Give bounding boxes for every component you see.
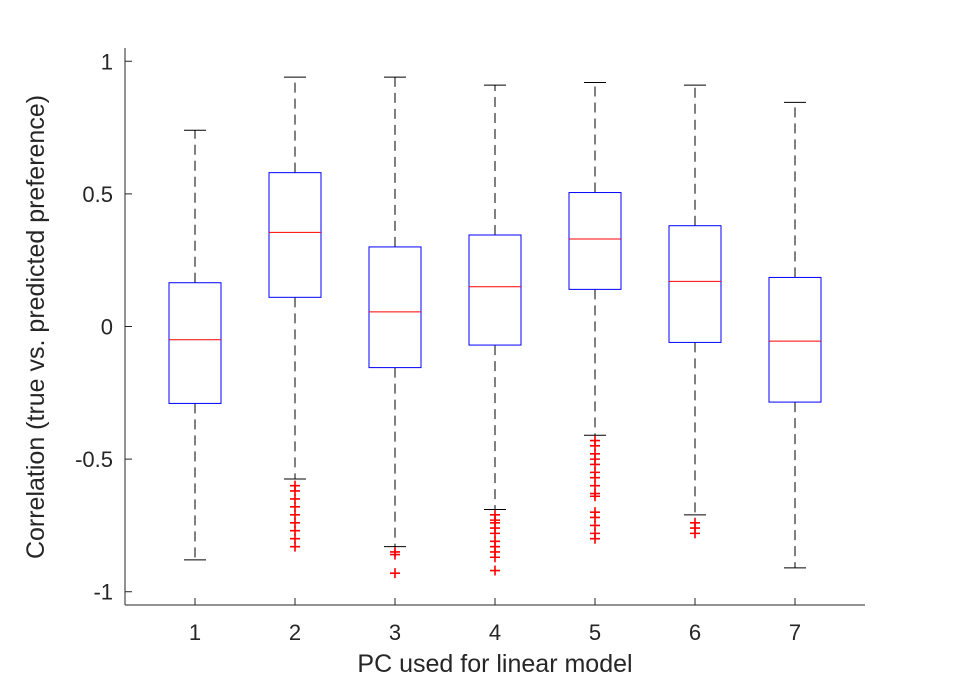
outlier-point <box>590 533 600 544</box>
iqr-box <box>468 234 522 346</box>
y-axis-label: Correlation (true vs. predicted preferen… <box>22 95 50 559</box>
x-tick-label: 1 <box>189 620 201 645</box>
x-tick-label: 5 <box>589 620 601 645</box>
box-group-1 <box>168 129 222 561</box>
outlier-point <box>390 568 400 579</box>
y-tick-label: 1 <box>101 49 113 74</box>
x-tick-label: 3 <box>389 620 401 645</box>
x-tick-label: 2 <box>289 620 301 645</box>
box-group-3 <box>368 76 422 579</box>
box-group-5 <box>568 81 622 544</box>
y-tick-label: -1 <box>93 580 113 605</box>
outlier-point <box>490 565 500 576</box>
outlier-point <box>590 491 600 502</box>
outlier-point <box>390 549 400 560</box>
iqr-box <box>568 192 622 290</box>
iqr-box <box>268 172 322 298</box>
y-tick-label: -0.5 <box>75 447 113 472</box>
x-tick-label: 4 <box>489 620 501 645</box>
y-tick-label: 0.5 <box>82 182 113 207</box>
iqr-box <box>368 246 422 369</box>
x-tick-label: 7 <box>789 620 801 645</box>
y-tick-label: 0 <box>101 315 113 340</box>
axes <box>124 48 865 606</box>
x-tick-label: 6 <box>689 620 701 645</box>
outlier-point <box>490 552 500 563</box>
iqr-box <box>168 282 222 404</box>
box-group-4 <box>468 84 522 576</box>
box-group-7 <box>768 101 822 569</box>
iqr-box <box>768 276 822 403</box>
outlier-point <box>290 541 300 552</box>
x-axis-label: PC used for linear model <box>357 650 632 678</box>
plot-marks <box>168 76 822 579</box>
outlier-point <box>690 528 700 539</box>
tick-labels: -1 -0.5 0 0.5 1 1 2 3 4 5 6 7 <box>75 49 801 645</box>
iqr-box <box>668 225 722 343</box>
box-group-2 <box>268 76 322 552</box>
box-group-6 <box>668 84 722 539</box>
